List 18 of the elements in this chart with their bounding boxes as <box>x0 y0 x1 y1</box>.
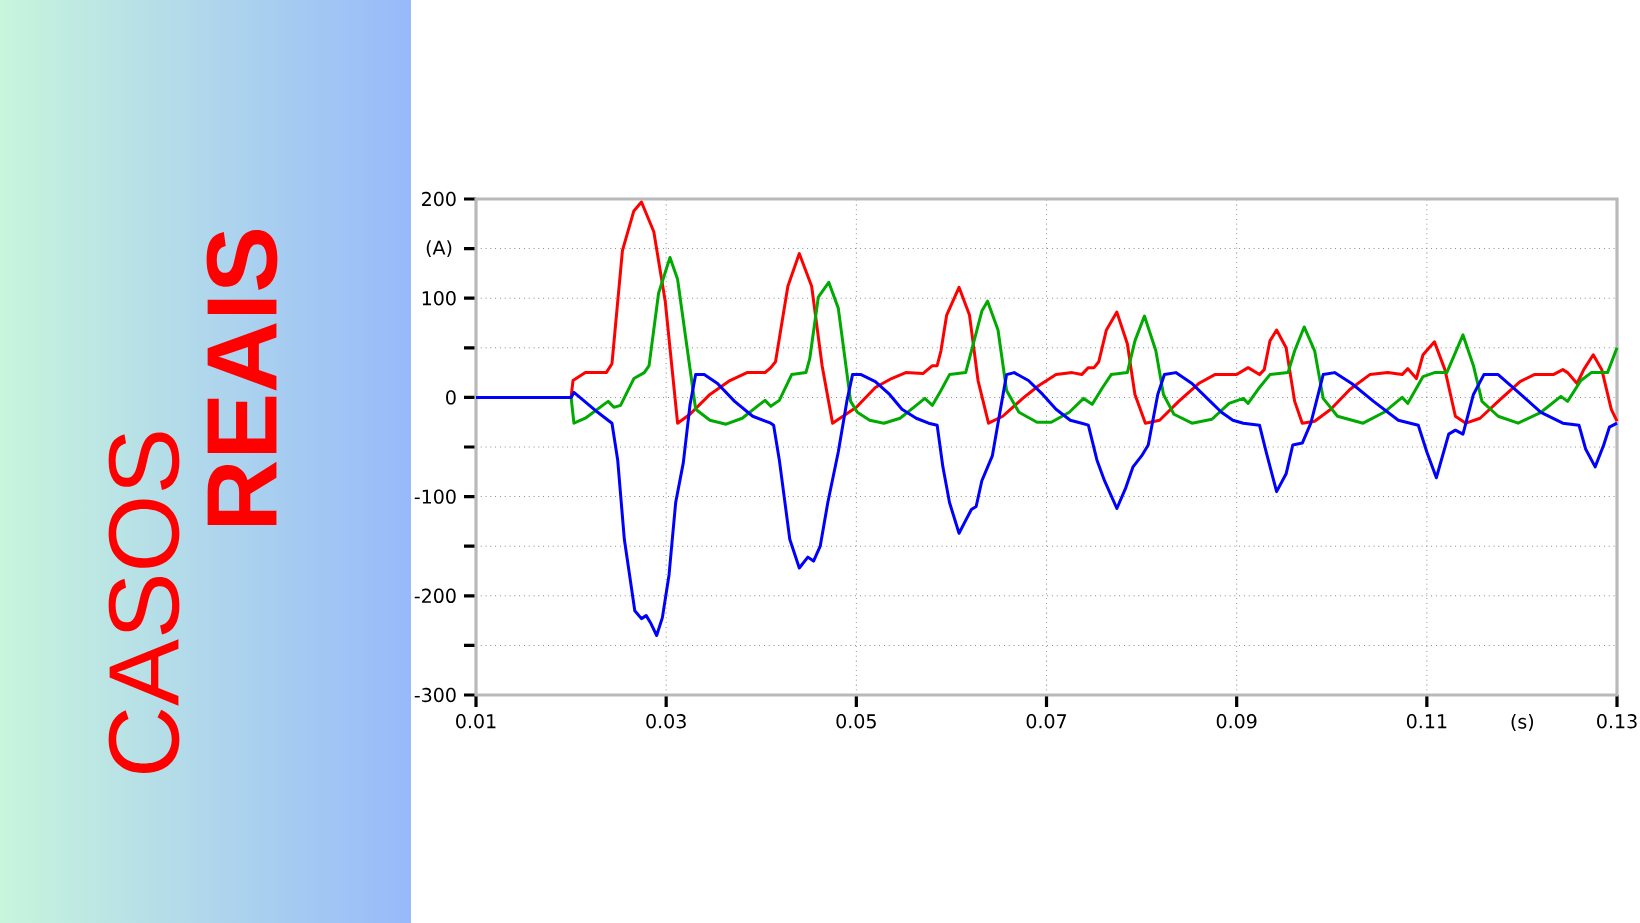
x-tick-label: 0.11 <box>1406 714 1447 729</box>
y-tick-label: -100 <box>414 489 456 504</box>
y-tick-label: 100 <box>422 291 456 306</box>
y-axis-title: (A) <box>426 240 452 258</box>
y-tick-label: -300 <box>414 687 456 703</box>
x-tick-label: 0.01 <box>456 714 496 729</box>
x-axis-title: (s) <box>1511 714 1534 731</box>
x-tick-label: 0.03 <box>646 714 686 729</box>
text: REAIS <box>206 230 278 526</box>
x-tick-label: 0.13 <box>1597 714 1637 729</box>
x-tick-label: 0.05 <box>836 714 876 729</box>
line-series <box>474 371 1619 637</box>
y-tick-label: 0 <box>446 390 456 405</box>
x-tick-label: 0.07 <box>1026 714 1067 729</box>
text: CASOS <box>108 432 180 773</box>
y-tick-label: -200 <box>414 588 456 603</box>
y-tick-label: 200 <box>422 191 456 207</box>
x-tick-label: 0.09 <box>1216 714 1257 729</box>
